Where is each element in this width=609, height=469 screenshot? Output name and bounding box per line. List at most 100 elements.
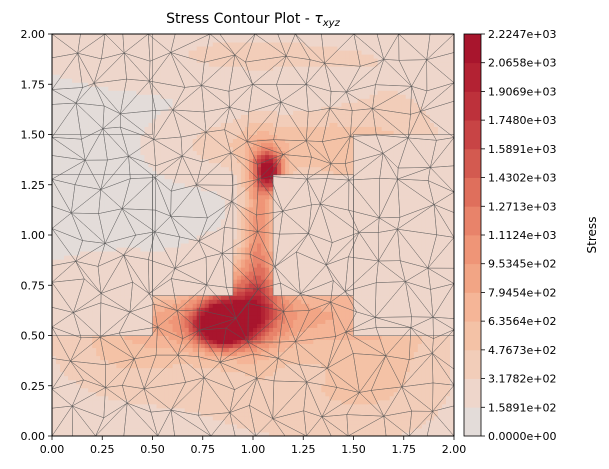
stress-cell xyxy=(92,271,97,276)
stress-cell xyxy=(124,210,129,216)
stress-cell xyxy=(152,86,158,91)
stress-cell xyxy=(100,34,105,39)
stress-cell xyxy=(224,38,230,43)
stress-cell xyxy=(132,399,137,405)
stress-cell xyxy=(172,247,178,252)
stress-cell xyxy=(120,154,125,160)
stress-cell xyxy=(112,407,117,413)
stress-cell xyxy=(72,419,77,425)
stress-cell xyxy=(192,42,198,47)
stress-cell xyxy=(120,202,125,208)
stress-cell xyxy=(72,126,77,131)
stress-cell xyxy=(196,194,202,200)
stress-cell xyxy=(100,226,105,232)
stress-cell xyxy=(160,86,166,91)
stress-cell xyxy=(148,263,153,268)
stress-cell xyxy=(204,239,210,244)
stress-cell xyxy=(148,347,153,353)
stress-cell xyxy=(124,66,129,71)
stress-cell xyxy=(192,78,198,83)
stress-cell xyxy=(128,102,133,107)
stress-cell xyxy=(128,126,133,131)
stress-cell xyxy=(72,102,77,107)
stress-cell xyxy=(72,427,77,433)
stress-cell xyxy=(88,94,93,99)
stress-cell xyxy=(160,38,166,43)
stress-cell xyxy=(128,42,133,47)
stress-cell xyxy=(180,423,186,429)
stress-cell xyxy=(136,295,141,300)
stress-cell xyxy=(108,395,113,401)
stress-cell xyxy=(152,403,158,409)
stress-cell xyxy=(172,331,178,336)
stress-cell xyxy=(244,311,250,316)
stress-cell xyxy=(200,359,206,365)
stress-cell xyxy=(128,166,133,172)
stress-cell xyxy=(208,323,214,328)
stress-cell xyxy=(152,126,158,131)
stress-cell xyxy=(200,271,206,276)
stress-cell xyxy=(172,383,178,389)
stress-cell xyxy=(68,239,73,244)
stress-cell xyxy=(220,158,226,164)
stress-cell xyxy=(216,259,222,264)
stress-cell xyxy=(156,154,162,160)
stress-cell xyxy=(188,275,194,280)
stress-cell xyxy=(172,419,178,425)
stress-cell xyxy=(104,395,109,401)
stress-cell xyxy=(232,50,238,55)
stress-cell xyxy=(92,383,97,389)
stress-cell xyxy=(168,411,174,417)
stress-cell xyxy=(216,323,222,328)
stress-cell xyxy=(116,311,121,316)
stress-cell xyxy=(208,331,214,336)
stress-cell xyxy=(168,90,174,95)
stress-cell xyxy=(136,134,141,140)
stress-cell xyxy=(152,162,158,168)
stress-cell xyxy=(192,283,198,288)
stress-cell xyxy=(128,363,133,369)
stress-cell xyxy=(244,291,250,296)
stress-cell xyxy=(84,279,89,284)
stress-cell xyxy=(56,150,61,156)
stress-cell xyxy=(76,303,81,308)
stress-cell xyxy=(68,247,73,252)
stress-cell xyxy=(164,327,170,332)
stress-cell xyxy=(220,114,226,119)
stress-cell xyxy=(120,311,125,316)
stress-cell xyxy=(100,315,105,320)
stress-cell xyxy=(188,94,194,99)
stress-cell xyxy=(116,295,121,300)
stress-cell xyxy=(144,166,149,172)
stress-cell xyxy=(188,190,194,196)
stress-cell xyxy=(52,178,57,184)
stress-cell xyxy=(248,202,254,208)
stress-cell xyxy=(188,299,194,304)
stress-cell xyxy=(148,174,153,180)
stress-cell xyxy=(192,375,198,381)
stress-cell xyxy=(200,142,206,148)
stress-cell xyxy=(100,218,105,224)
stress-cell xyxy=(112,399,117,405)
stress-cell xyxy=(172,110,178,115)
stress-cell xyxy=(148,323,153,328)
stress-cell xyxy=(92,363,97,369)
stress-cell xyxy=(172,283,178,288)
stress-cell xyxy=(204,218,210,224)
stress-cell xyxy=(96,90,101,95)
stress-cell xyxy=(88,210,93,216)
stress-cell xyxy=(216,46,222,51)
stress-cell xyxy=(204,375,210,381)
stress-cell xyxy=(244,283,250,288)
stress-cell xyxy=(136,158,141,164)
stress-cell xyxy=(88,323,93,328)
stress-cell xyxy=(68,70,73,75)
stress-cell xyxy=(216,102,222,107)
stress-cell xyxy=(72,86,77,91)
stress-cell xyxy=(96,74,101,79)
stress-cell xyxy=(68,66,73,71)
stress-cell xyxy=(72,411,77,417)
stress-cell xyxy=(76,431,81,436)
stress-cell xyxy=(128,323,133,328)
stress-cell xyxy=(116,235,121,240)
